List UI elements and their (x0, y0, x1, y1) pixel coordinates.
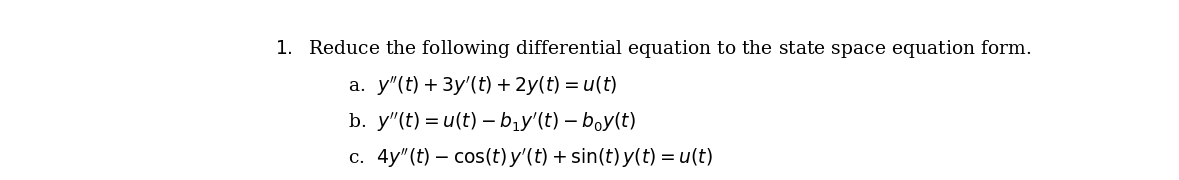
Text: b.  $y''(t) = u(t) - b_1 y'(t) - b_0 y(t)$: b. $y''(t) = u(t) - b_1 y'(t) - b_0 y(t)… (349, 110, 637, 134)
Text: c.  $4y''(t) - \cos(t)\, y'(t) + \sin(t)\, y(t) = u(t)$: c. $4y''(t) - \cos(t)\, y'(t) + \sin(t)\… (349, 146, 713, 170)
Text: a.  $y''(t) + 3y'(t) + 2y(t) = u(t)$: a. $y''(t) + 3y'(t) + 2y(t) = u(t)$ (349, 74, 618, 98)
Text: $1.$  Reduce the following differential equation to the state space equation for: $1.$ Reduce the following differential e… (276, 38, 1032, 60)
